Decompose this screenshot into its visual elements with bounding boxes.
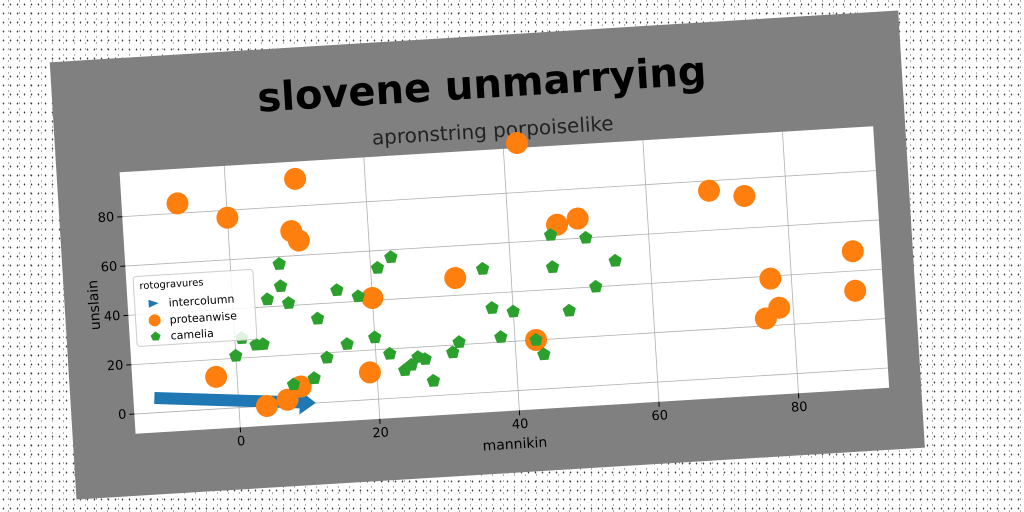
pentagon-marker	[426, 373, 441, 387]
legend-arrow-icon	[148, 299, 159, 308]
pentagon-marker	[330, 283, 344, 297]
pentagon-marker	[286, 377, 301, 391]
x-tick-label: 0	[237, 434, 246, 449]
pentagon-marker	[351, 289, 365, 303]
x-grid-line	[502, 148, 520, 411]
legend-label-intercolumn: intercolumn	[168, 293, 235, 310]
plot-area	[119, 126, 890, 434]
pentagon-marker	[506, 304, 520, 318]
legend-box	[132, 269, 258, 347]
pentagon-marker	[494, 330, 508, 344]
x-tick-label: 20	[372, 425, 389, 441]
pentagon-marker	[543, 228, 558, 241]
pentagon-marker	[445, 345, 460, 359]
circle-marker	[844, 279, 867, 302]
series-camelia	[229, 228, 622, 391]
y-tick-label: 20	[106, 358, 123, 374]
circle-marker	[255, 394, 278, 417]
pentagon-marker	[545, 260, 560, 274]
pentagon-marker	[529, 332, 543, 346]
circle-marker	[358, 361, 381, 384]
pentagon-marker	[340, 337, 354, 350]
y-grid-line	[122, 170, 876, 218]
legend-label-proteanwise: proteanwise	[169, 309, 237, 326]
pentagon-marker	[589, 279, 603, 293]
circle-marker	[505, 132, 528, 155]
x-grid-line	[782, 131, 799, 394]
circle-marker	[754, 307, 777, 330]
circle-marker	[566, 207, 589, 230]
y-axis-ticks: 0 20 40 60 80	[97, 210, 135, 423]
pentagon-marker	[418, 352, 432, 366]
pentagon-marker	[320, 350, 334, 364]
circle-marker	[166, 192, 189, 215]
pentagon-marker	[452, 335, 466, 349]
legend: rotogravures intercolumn proteanwise cam…	[132, 269, 258, 347]
circle-marker	[361, 286, 384, 309]
legend-circle-icon	[148, 314, 161, 327]
pentagon-marker	[256, 337, 270, 351]
y-tick-label: 60	[100, 260, 117, 276]
pentagon-marker	[307, 371, 321, 385]
y-axis-label: unslain	[85, 279, 104, 330]
circle-marker	[444, 267, 467, 290]
legend-title: rotogravures	[139, 277, 204, 292]
x-tick-label: 40	[512, 417, 529, 433]
y-tick-label: 80	[97, 210, 114, 226]
series-layer	[154, 132, 867, 417]
circle-marker	[841, 240, 864, 263]
pentagon-marker	[537, 347, 551, 361]
pentagon-marker	[229, 348, 243, 362]
y-tick-label: 0	[118, 408, 127, 423]
circle-marker	[284, 167, 307, 190]
pentagon-marker	[281, 296, 296, 309]
pentagon-marker	[475, 261, 490, 275]
pentagon-marker	[579, 230, 593, 244]
x-axis-label: mannikin	[482, 435, 548, 455]
series-intercolumn	[154, 390, 316, 415]
pentagon-marker	[383, 346, 397, 360]
circle-marker	[733, 184, 756, 207]
pentagon-marker	[272, 257, 286, 270]
x-axis-ticks: 0 20 40 60 80	[237, 393, 808, 450]
circle-marker	[205, 365, 228, 388]
circle-marker	[287, 229, 310, 252]
pentagon-marker	[485, 301, 499, 314]
y-grid-line	[125, 219, 879, 267]
pentagon-marker	[370, 260, 385, 274]
pentagon-marker	[608, 253, 622, 267]
x-grid-line	[642, 140, 660, 402]
pentagon-marker	[260, 292, 274, 306]
y-tick-label: 40	[103, 309, 120, 325]
pentagon-marker	[310, 311, 325, 325]
x-tick-label: 60	[651, 408, 668, 424]
pentagon-marker	[384, 250, 398, 264]
legend-label-camelia: camelia	[170, 327, 214, 343]
pentagon-marker	[273, 279, 288, 293]
circle-marker	[216, 206, 239, 229]
arrow-marker	[154, 390, 316, 415]
circle-marker	[698, 179, 721, 202]
x-tick-label: 80	[791, 400, 808, 416]
circle-marker	[759, 267, 782, 290]
pentagon-marker	[368, 330, 382, 344]
legend-pentagon-icon	[150, 331, 161, 341]
pentagon-marker	[562, 303, 576, 317]
